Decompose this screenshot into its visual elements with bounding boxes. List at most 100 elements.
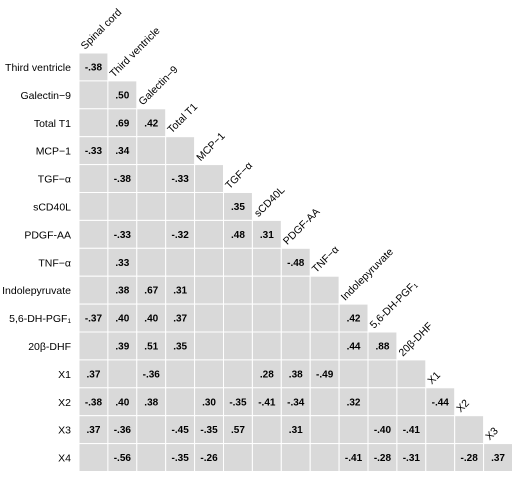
cell-scd40l-third-ventricle <box>107 192 138 221</box>
value-x3-pdgf-aa: .31 <box>289 425 303 436</box>
value-galectin-9-third-ventricle: .50 <box>115 90 129 101</box>
cell-x3-galectin-9 <box>136 415 167 445</box>
value-pdgf-aa-tgf: .48 <box>231 230 245 241</box>
value-x2-mcp-1: .30 <box>202 397 216 408</box>
value-x3-20-dhf: -.41 <box>403 425 421 436</box>
cell-20-dhf-tnf <box>309 331 340 361</box>
value-x1-galectin-9: -.36 <box>143 369 161 380</box>
cell-x3-pdgf-aa <box>280 415 311 445</box>
value-total-t1-galectin-9: .42 <box>144 118 158 129</box>
value-mcp-1-spinal-cord: -.33 <box>85 146 103 157</box>
cell-x2-tnf <box>309 387 340 417</box>
column-label-third-ventricle: Third ventricle <box>108 25 163 80</box>
column-label-pdgf-aa: PDGF-AA <box>281 206 322 247</box>
value-pdgf-aa-scd40l: .31 <box>260 230 274 241</box>
cell-20-dhf-total-t1 <box>165 331 196 361</box>
cell-total-t1-galectin-9 <box>136 108 167 138</box>
cell-pdgf-aa-tgf <box>223 219 253 249</box>
cell-x1-pdgf-aa <box>280 359 311 389</box>
cell-total-t1-spinal-cord <box>78 108 109 138</box>
cell-x3-tgf <box>223 415 253 445</box>
row-label-third-ventricle: Third ventricle <box>5 62 71 74</box>
cell-x3-x1 <box>425 415 456 445</box>
value-x4-third-ventricle: -.56 <box>114 453 132 464</box>
cell-x1-tgf <box>223 359 253 389</box>
value-x4-x3: .37 <box>491 453 505 464</box>
value-pdgf-aa-total-t1: -.32 <box>172 230 190 241</box>
cell-tnf-mcp-1 <box>194 247 225 277</box>
cell-indolepyruvate-tnf <box>309 275 340 305</box>
column-label-x1: X1 <box>425 369 443 387</box>
cell-tnf-spinal-cord <box>78 247 109 277</box>
value-x3-mcp-1: -.35 <box>200 425 218 436</box>
cell-x1-20-dhf <box>396 359 427 389</box>
cell-x4-spinal-cord <box>78 443 109 473</box>
row-label-mcp-1: MCP−1 <box>36 146 71 158</box>
value-indolepyruvate-total-t1: .31 <box>173 286 187 297</box>
cell-20-dhf-scd40l <box>251 331 282 361</box>
cell-5-6-dh-pgf1-indolepyruvate <box>338 303 369 333</box>
value-5-6-dh-pgf1-indolepyruvate: .42 <box>347 314 361 325</box>
cell-tgf-total-t1 <box>165 164 196 194</box>
value-mcp-1-third-ventricle: .34 <box>115 146 129 157</box>
cell-x4-indolepyruvate <box>338 443 369 473</box>
cell-5-6-dh-pgf1-total-t1 <box>165 303 196 333</box>
cell-tnf-galectin-9 <box>136 247 167 277</box>
column-label-total-t1: Total T1 <box>165 101 200 136</box>
value-x4-mcp-1: -.26 <box>200 453 218 464</box>
cell-x1-indolepyruvate <box>338 359 369 389</box>
cell-galectin-9-spinal-cord <box>78 80 109 110</box>
cell-x4-x1 <box>425 443 456 473</box>
value-tgf-total-t1: -.33 <box>172 174 190 185</box>
cell-x2-20-dhf <box>396 387 427 417</box>
row-label-x1: X1 <box>58 369 71 381</box>
cell-x3-20-dhf <box>396 415 427 445</box>
cell-tnf-total-t1 <box>165 247 196 277</box>
row-label-x2: X2 <box>58 397 71 409</box>
value-5-6-dh-pgf1-third-ventricle: .40 <box>115 314 129 325</box>
value-x2-spinal-cord: -.38 <box>85 397 103 408</box>
cell-third-ventricle-spinal-cord <box>78 52 109 82</box>
value-x3-5-6-dh-pgf1: -.40 <box>374 425 392 436</box>
cell-x1-mcp-1 <box>194 359 225 389</box>
cell-x4-total-t1 <box>165 443 196 473</box>
cell-x4-mcp-1 <box>194 443 225 473</box>
value-x1-scd40l: .28 <box>260 369 274 380</box>
column-label-20-dhf: 20β-DHF <box>397 320 436 359</box>
cell-x2-indolepyruvate <box>338 387 369 417</box>
value-tgf-third-ventricle: -.38 <box>114 174 132 185</box>
row-label-total-t1: Total T1 <box>34 118 71 130</box>
value-x2-x1: -.44 <box>432 397 450 408</box>
cell-tnf-scd40l <box>251 247 282 277</box>
column-label-spinal-cord: Spinal cord <box>79 6 125 52</box>
cell-scd40l-spinal-cord <box>78 192 109 221</box>
column-label-galectin-9: Galectin−9 <box>136 64 180 108</box>
cell-pdgf-aa-galectin-9 <box>136 219 167 249</box>
cell-x1-third-ventricle <box>107 359 138 389</box>
cell-x1-scd40l <box>251 359 282 389</box>
cell-pdgf-aa-spinal-cord <box>78 219 109 249</box>
value-x2-pdgf-aa: -.34 <box>287 397 305 408</box>
value-x1-tnf: -.49 <box>316 369 334 380</box>
cell-x2-total-t1 <box>165 387 196 417</box>
column-label-indolepyruvate: Indolepyruvate <box>339 246 396 303</box>
cell-mcp-1-total-t1 <box>165 136 196 166</box>
cell-x4-third-ventricle <box>107 443 138 473</box>
cell-x3-x2 <box>454 415 485 445</box>
cell-20-dhf-mcp-1 <box>194 331 225 361</box>
cell-pdgf-aa-third-ventricle <box>107 219 138 249</box>
cell-x2-5-6-dh-pgf1 <box>367 387 398 417</box>
value-pdgf-aa-third-ventricle: -.33 <box>114 230 132 241</box>
value-tnf-pdgf-aa: -.48 <box>287 258 305 269</box>
cell-x4-5-6-dh-pgf1 <box>367 443 398 473</box>
value-x1-pdgf-aa: .38 <box>289 369 303 380</box>
row-label-indolepyruvate: Indolepyruvate <box>2 285 71 297</box>
column-label-x2: X2 <box>454 397 472 415</box>
cell-5-6-dh-pgf1-tnf <box>309 303 340 333</box>
cell-mcp-1-galectin-9 <box>136 136 167 166</box>
cell-5-6-dh-pgf1-spinal-cord <box>78 303 109 333</box>
value-x2-indolepyruvate: .32 <box>347 397 361 408</box>
cell-x1-galectin-9 <box>136 359 167 389</box>
value-20-dhf-third-ventricle: .39 <box>115 341 129 352</box>
value-20-dhf-indolepyruvate: .44 <box>347 341 361 352</box>
